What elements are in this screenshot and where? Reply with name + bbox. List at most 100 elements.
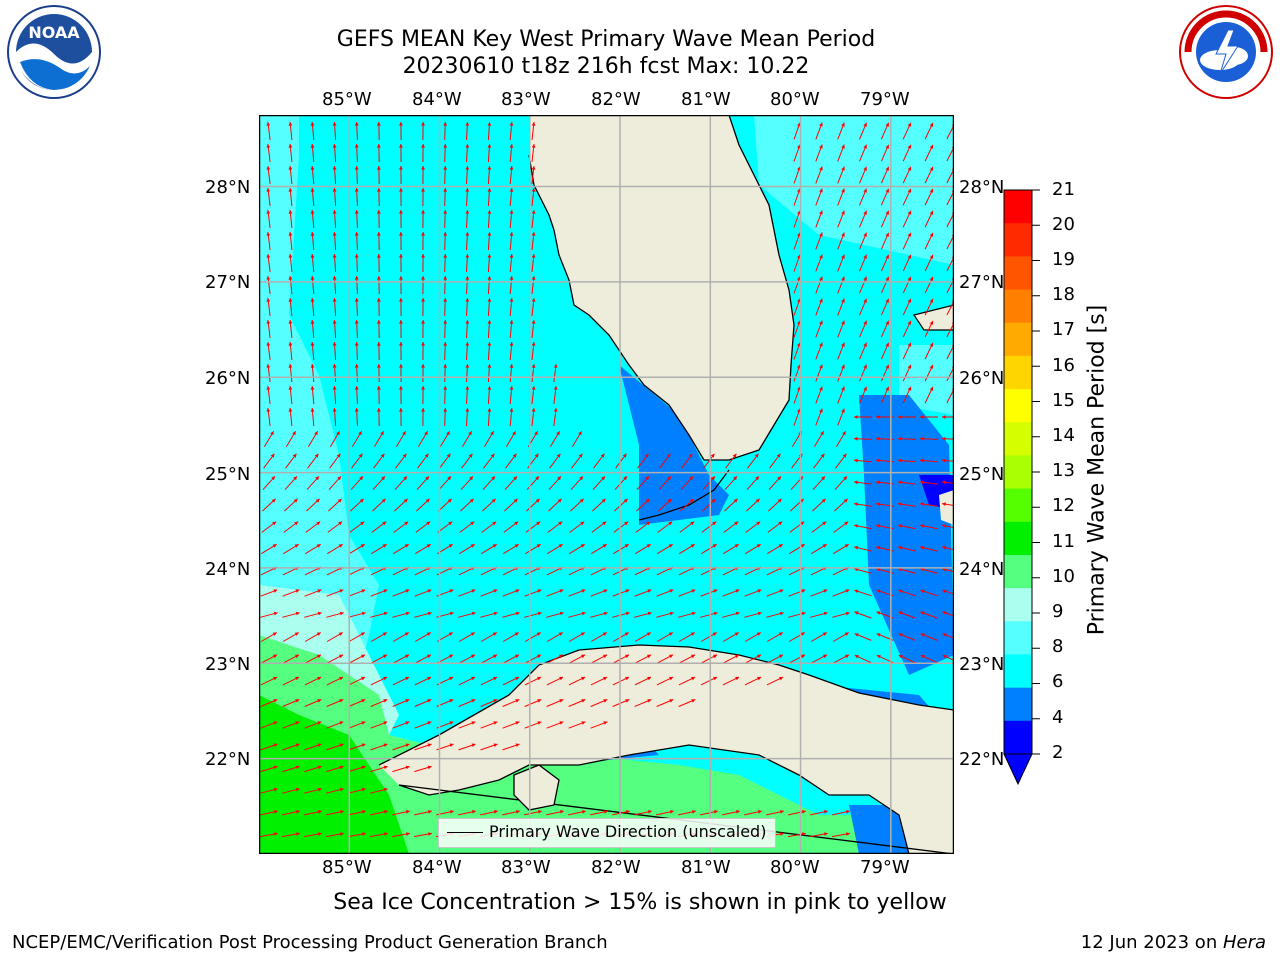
colorbar-segment <box>1004 654 1032 689</box>
wave-direction-arrowhead <box>898 480 902 485</box>
wave-direction-arrowhead <box>493 676 498 681</box>
wave-direction-arrowhead <box>531 232 536 236</box>
wave-direction-arrowhead <box>733 498 738 503</box>
wave-direction-arrowhead <box>339 765 344 770</box>
wave-direction-arrowhead <box>470 632 475 636</box>
wave-direction-arrowhead <box>581 611 586 616</box>
wave-direction-arrowhead <box>756 521 761 526</box>
wave-direction-arrowhead <box>512 431 516 436</box>
wave-period-map <box>259 115 954 854</box>
colorbar-segment <box>1004 621 1032 655</box>
wave-direction-arrowhead <box>691 654 695 659</box>
wave-direction-arrowhead <box>843 498 848 503</box>
wave-direction-arrowhead <box>690 632 695 636</box>
wave-direction-arrowhead <box>559 721 564 725</box>
wave-direction-arrowhead <box>332 386 337 390</box>
wave-direction-arrowhead <box>898 611 903 615</box>
wave-direction-arrowhead <box>603 654 607 659</box>
wave-direction-arrowhead <box>471 676 476 681</box>
wave-direction-arrowhead <box>465 364 470 368</box>
wave-direction-arrowhead <box>443 166 448 170</box>
wave-direction-arrowhead <box>920 415 924 419</box>
wave-direction-arrowhead <box>443 276 448 280</box>
wave-direction-arrowhead <box>876 633 881 637</box>
wave-direction-arrowhead <box>271 476 275 481</box>
wave-direction-arrowhead <box>310 342 315 346</box>
wave-direction-arrowhead <box>863 320 867 325</box>
sea-ice-caption: Sea Ice Concentration > 15% is shown in … <box>333 890 947 915</box>
wave-direction-arrowhead <box>942 524 946 528</box>
wave-direction-arrowhead <box>667 476 671 481</box>
wave-direction-arrowhead <box>399 144 403 148</box>
wave-direction-arrowhead <box>581 699 586 703</box>
wave-direction-arrowhead <box>819 342 823 347</box>
wave-direction-arrowhead <box>310 276 315 280</box>
wave-direction-arrowhead <box>468 453 473 458</box>
wave-direction-arrowhead <box>581 721 586 725</box>
wave-direction-arrowhead <box>399 386 403 390</box>
wave-direction-arrowhead <box>449 589 454 593</box>
colorbar-segment <box>1004 554 1032 589</box>
wave-direction-arrowhead <box>421 320 425 324</box>
lon-tick-bottom-4: 82°W <box>591 857 641 878</box>
wave-direction-arrowhead <box>929 166 934 171</box>
wave-direction-arrowhead <box>885 166 889 171</box>
wave-direction-arrowhead <box>449 611 454 616</box>
wave-direction-arrowhead <box>310 166 315 170</box>
wave-direction-arrowhead <box>332 144 337 148</box>
colorbar-segment <box>1004 720 1032 755</box>
wave-direction-arrowhead <box>558 544 563 548</box>
wave-direction-arrowhead <box>556 453 561 458</box>
wave-direction-arrowhead <box>383 721 388 725</box>
wave-direction-arrowhead <box>509 320 514 324</box>
wave-direction-arrowhead <box>942 655 947 659</box>
wave-direction-arrowhead <box>513 498 518 503</box>
wave-direction-arrowhead <box>531 320 536 324</box>
wave-direction-arrowhead <box>531 166 536 170</box>
wave-direction-arrowhead <box>288 122 293 126</box>
wave-direction-arrowhead <box>288 364 293 368</box>
wave-direction-arrowhead <box>361 787 366 792</box>
wave-direction-arrowhead <box>669 699 674 703</box>
wave-direction-arrowhead <box>757 654 761 659</box>
cuba-coastline <box>378 644 954 854</box>
wave-direction-arrowhead <box>358 431 362 436</box>
wave-direction-arrowhead <box>690 521 695 526</box>
wave-direction-arrowhead <box>465 188 470 192</box>
wave-direction-arrowhead <box>469 476 473 481</box>
colorbar-segment <box>1004 190 1032 224</box>
wave-direction-arrowhead <box>779 611 784 616</box>
wave-direction-arrowhead <box>376 144 381 148</box>
wave-direction-arrowhead <box>354 386 359 390</box>
wave-direction-arrowhead <box>314 431 318 436</box>
wave-direction-arrowhead <box>800 544 805 548</box>
wave-direction-arrowhead <box>844 632 849 636</box>
wave-direction-arrowhead <box>509 122 514 126</box>
wave-direction-arrowhead <box>295 676 300 681</box>
wave-direction-arrowhead <box>274 810 278 814</box>
colorbar-tick-20: 20 <box>1052 214 1075 235</box>
wave-direction-arrowhead <box>402 453 407 458</box>
wave-direction-arrowhead <box>735 611 740 616</box>
wave-direction-arrowhead <box>426 544 431 548</box>
wave-direction-arrowhead <box>646 632 651 636</box>
wave-direction-arrowhead <box>470 521 475 526</box>
wave-direction-arrowhead <box>841 122 845 127</box>
wave-direction-arrowhead <box>514 632 519 636</box>
wave-direction-arrowhead <box>712 632 717 636</box>
wave-direction-arrowhead <box>288 386 293 390</box>
lat-tick-right-2: 27°N <box>959 272 1005 293</box>
wave-direction-arrowhead <box>820 453 825 458</box>
wave-direction-arrowhead <box>537 699 542 703</box>
wave-direction-arrowhead <box>316 632 321 636</box>
wave-direction-arrowhead <box>266 342 271 346</box>
wave-direction-arrowhead <box>800 632 805 636</box>
wave-direction-arrowhead <box>734 632 739 636</box>
wave-direction-arrowhead <box>361 654 365 659</box>
wave-direction-arrowhead <box>623 476 627 481</box>
wave-direction-arrowhead <box>360 632 365 636</box>
wave-direction-arrowhead <box>288 254 293 258</box>
wave-direction-arrowhead <box>314 453 319 458</box>
wave-direction-arrowhead <box>471 611 476 616</box>
wave-direction-arrowhead <box>316 521 321 526</box>
